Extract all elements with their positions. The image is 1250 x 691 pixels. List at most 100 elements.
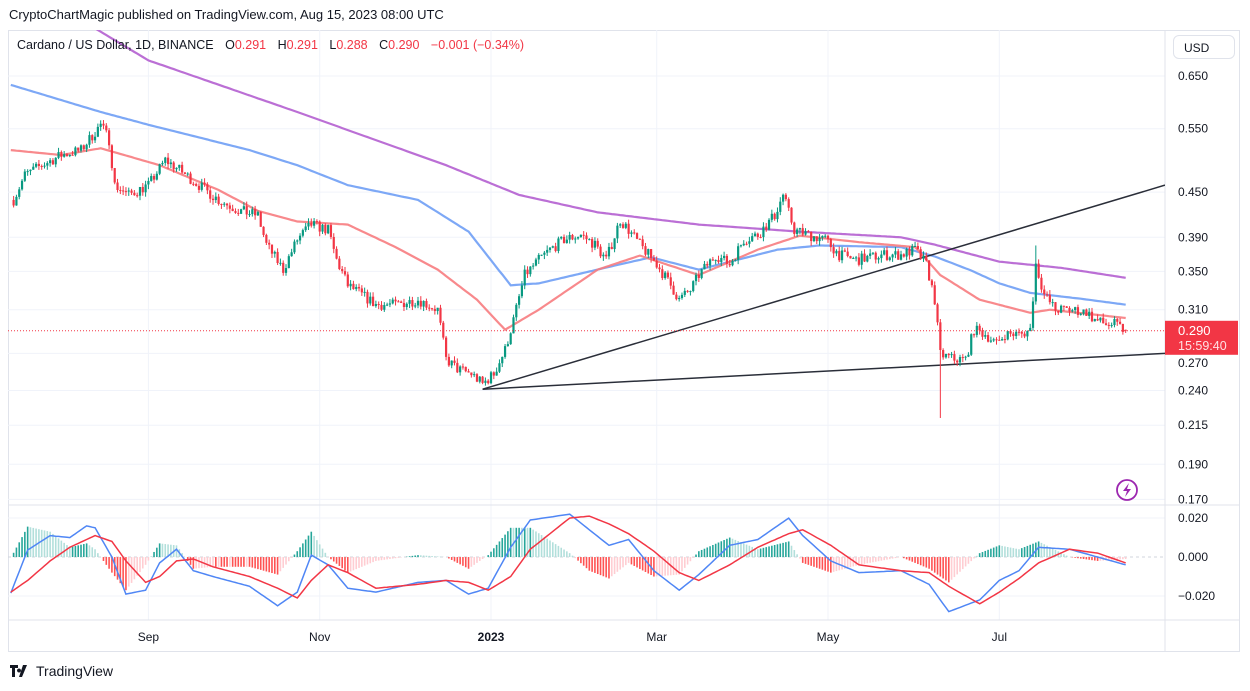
- candle-body: [492, 372, 495, 376]
- macd-histogram-bar: [150, 556, 153, 558]
- macd-histogram-bar: [411, 555, 414, 558]
- candle-body: [787, 199, 790, 208]
- candle-body: [189, 173, 192, 184]
- candle-body: [930, 280, 934, 286]
- candle-body: [85, 144, 88, 150]
- price-tick-label: 0.270: [1178, 356, 1208, 370]
- macd-histogram-bar: [984, 550, 987, 558]
- macd-histogram-bar: [866, 557, 869, 564]
- candle-body: [534, 259, 538, 266]
- candle-body: [414, 305, 417, 307]
- currency-button[interactable]: USD: [1173, 35, 1235, 59]
- macd-histogram-bar: [71, 546, 74, 558]
- moving-average-line: [10, 83, 1126, 306]
- macd-signal-line: [10, 515, 1126, 605]
- macd-histogram-bar: [947, 557, 950, 583]
- candle-body: [341, 269, 344, 272]
- macd-histogram-bar: [1029, 544, 1032, 558]
- candle-body: [91, 135, 94, 141]
- candle-body: [818, 237, 821, 242]
- candle-body: [942, 349, 945, 358]
- candle-body: [487, 380, 490, 384]
- macd-histogram-bar: [361, 557, 363, 567]
- macd-histogram-bar: [259, 557, 262, 570]
- macd-histogram-bar: [625, 557, 627, 566]
- macd-histogram-bar: [959, 557, 961, 572]
- macd-histogram-bar: [170, 544, 172, 558]
- candle-body: [1116, 319, 1119, 322]
- macd-histogram-bar: [748, 545, 751, 558]
- macd-histogram-bar: [304, 539, 307, 558]
- candle-body: [902, 254, 905, 257]
- candle-body: [635, 233, 639, 239]
- macd-histogram-bar: [1015, 548, 1017, 558]
- symbol-name[interactable]: Cardano / US Dollar, 1D, BINANCE: [17, 38, 214, 52]
- candle-body: [815, 236, 818, 242]
- candle-body: [273, 251, 276, 254]
- candle-body: [551, 246, 554, 248]
- candle-body: [34, 163, 38, 167]
- last-price-label-box: [1165, 320, 1238, 355]
- macd-histogram-bar: [824, 557, 827, 571]
- candle-body: [158, 164, 161, 174]
- candle-body: [186, 173, 189, 175]
- macd-histogram-bar: [369, 557, 372, 564]
- candle-body: [992, 339, 995, 341]
- candle-body: [136, 195, 139, 197]
- candle-body: [318, 221, 321, 232]
- macd-histogram-bar: [596, 557, 599, 575]
- macd-histogram-bar: [372, 557, 374, 563]
- macd-histogram-bar: [209, 557, 211, 568]
- candle-body: [447, 356, 450, 366]
- candle-body: [51, 160, 55, 165]
- macd-histogram-bar: [237, 557, 240, 567]
- macd-histogram-bar: [417, 555, 419, 558]
- macd-histogram-bar: [26, 526, 29, 558]
- macd-histogram-bar: [273, 557, 276, 574]
- candle-body: [82, 145, 85, 150]
- macd-histogram-bar: [338, 557, 341, 566]
- candle-body: [74, 147, 77, 156]
- candle-body: [838, 250, 841, 261]
- macd-histogram-bar: [585, 557, 588, 569]
- macd-histogram-bar: [54, 536, 57, 558]
- macd-histogram-bar: [526, 527, 529, 558]
- macd-histogram-bar: [945, 557, 947, 581]
- candle-body: [928, 260, 931, 281]
- macd-histogram-bar: [630, 557, 633, 565]
- macd-histogram-bar: [335, 557, 338, 564]
- candle-body: [933, 285, 936, 305]
- macd-histogram-bar: [248, 557, 251, 567]
- candle-body: [439, 307, 442, 323]
- candle-body: [506, 344, 509, 347]
- macd-histogram-bar: [127, 557, 130, 587]
- macd-histogram-bar: [903, 557, 905, 559]
- candle-body: [371, 296, 375, 307]
- macd-histogram-bar: [608, 557, 610, 579]
- candle-body: [532, 265, 535, 267]
- price-tick-label: 0.350: [1178, 264, 1208, 278]
- candle-body: [950, 354, 953, 356]
- candle-body: [1034, 263, 1037, 302]
- candle-body: [863, 253, 866, 262]
- price-tick-label: 0.240: [1178, 384, 1208, 398]
- macd-histogram-bar: [580, 557, 582, 564]
- candle-body: [262, 226, 265, 235]
- trendline: [482, 184, 1165, 390]
- macd-histogram-bar: [874, 557, 877, 562]
- macd-histogram-bar: [636, 557, 638, 568]
- tradingview-brand[interactable]: TradingView: [10, 663, 113, 679]
- macd-histogram-bar: [619, 557, 621, 570]
- candle-body: [293, 241, 296, 253]
- candle-body: [366, 291, 369, 304]
- candle-body: [99, 123, 102, 127]
- candle-body: [913, 245, 917, 247]
- macd-histogram-bar: [456, 557, 459, 563]
- candle-body: [591, 239, 594, 248]
- candle-body: [105, 125, 108, 131]
- low-label: L: [329, 38, 337, 52]
- macd-histogram-bar: [807, 557, 810, 565]
- candle-body: [793, 222, 796, 234]
- candle-body: [234, 211, 237, 213]
